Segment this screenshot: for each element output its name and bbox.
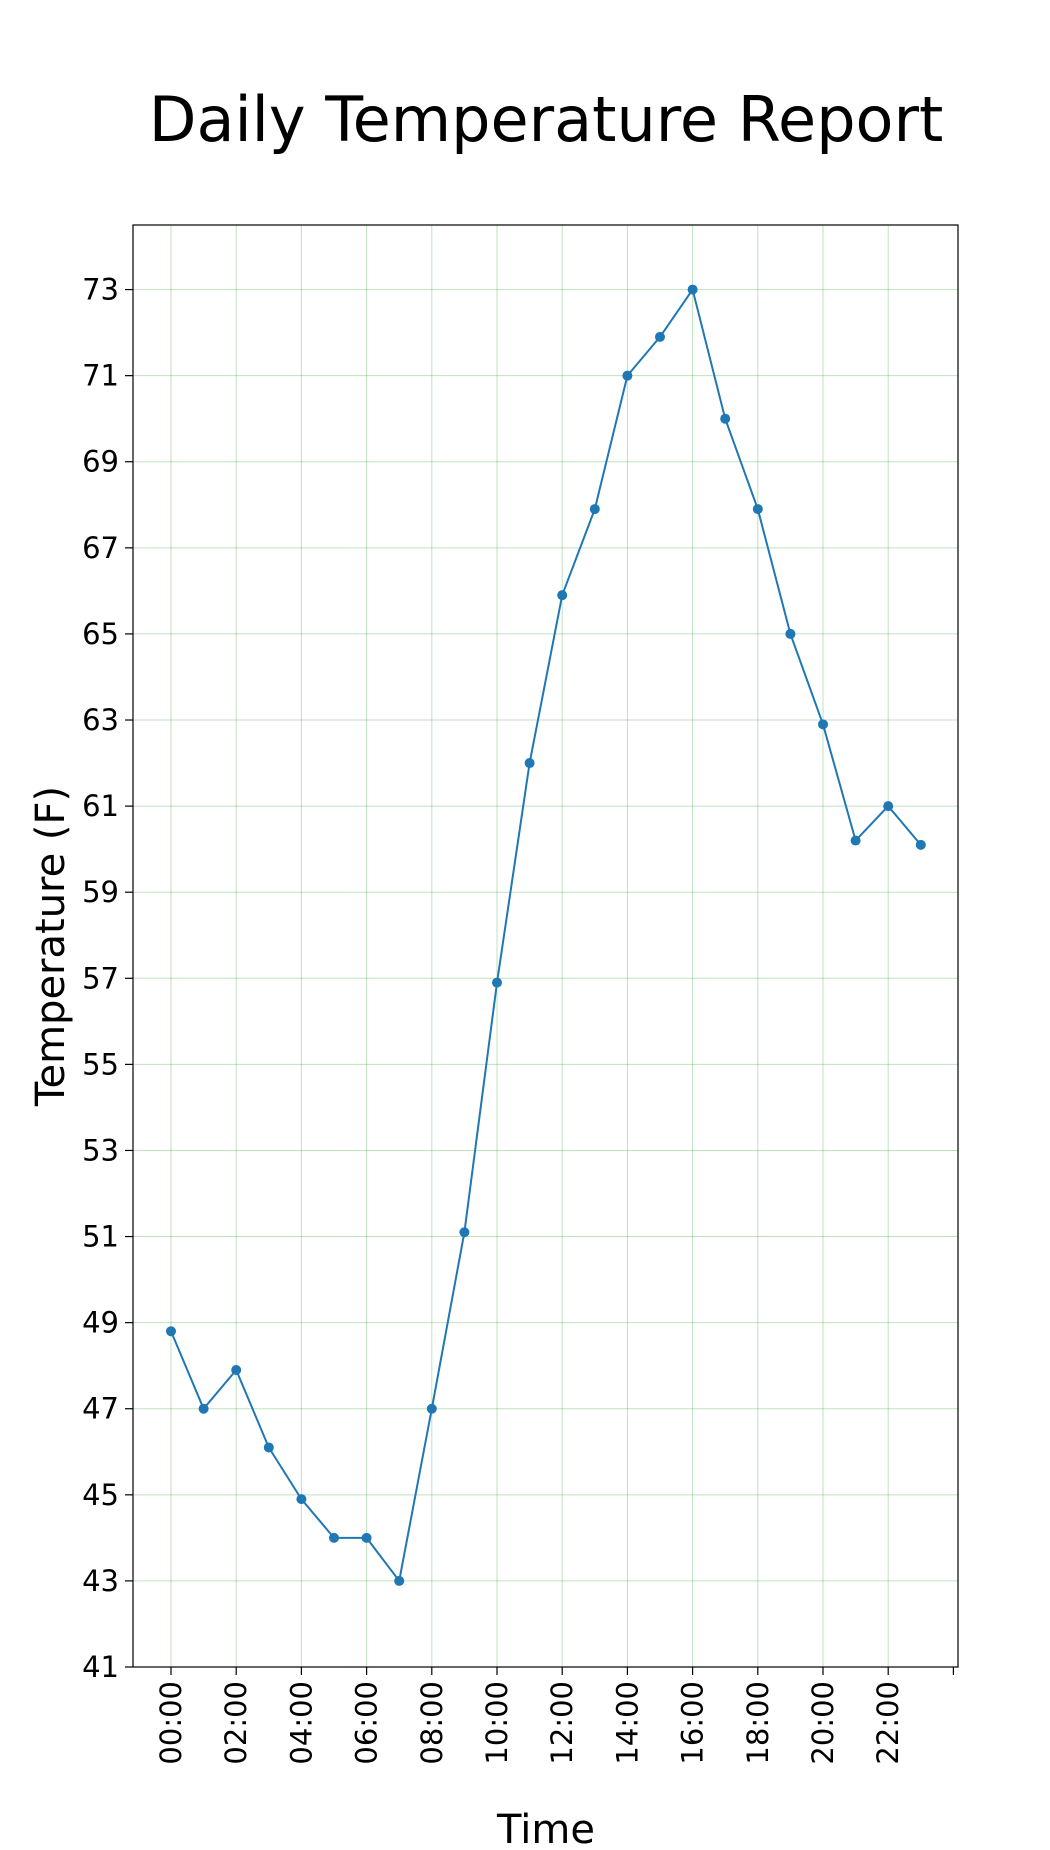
data-point	[426, 1403, 437, 1414]
y-tick-label: 53	[82, 1133, 119, 1167]
y-tick-label: 63	[82, 703, 119, 737]
data-point	[915, 839, 926, 850]
data-point	[329, 1532, 339, 1543]
y-tick-label: 55	[82, 1047, 119, 1081]
chart-title: Daily Temperature Report	[149, 83, 944, 156]
y-tick-label: 59	[82, 875, 119, 909]
data-point	[198, 1403, 209, 1414]
data-point	[296, 1494, 307, 1505]
data-point	[459, 1227, 470, 1238]
series-line-layer	[170, 288, 922, 1582]
data-point	[850, 835, 861, 846]
y-tick-label: 41	[82, 1650, 119, 1684]
x-axis-title: Time	[496, 1807, 595, 1850]
data-point	[394, 1575, 405, 1586]
y-tick-label: 65	[82, 617, 119, 651]
x-tick-label: 20:00	[806, 1681, 840, 1765]
data-points-layer	[166, 284, 926, 1586]
data-point	[818, 719, 828, 730]
data-point	[622, 370, 633, 381]
data-point	[589, 504, 600, 515]
temperature-series-line	[170, 288, 922, 1582]
y-tick-label: 51	[82, 1220, 119, 1254]
x-tick-label: 08:00	[415, 1681, 449, 1765]
y-tick-label: 47	[82, 1392, 119, 1426]
data-point	[557, 590, 568, 601]
y-tick-label: 45	[82, 1478, 119, 1512]
data-point	[752, 504, 763, 515]
data-point	[492, 977, 502, 988]
data-point	[524, 758, 535, 769]
x-tick-label: 14:00	[610, 1681, 644, 1765]
x-tick-label: 04:00	[284, 1681, 318, 1765]
y-tick-label: 69	[82, 445, 119, 479]
y-tick-label: 43	[82, 1564, 119, 1598]
y-tick-label: 57	[82, 961, 119, 995]
x-axis-ticks: 00:00 02:00 04:00 06:00 08:00 10:00 12:00 14:00…	[154, 1667, 955, 1765]
x-tick-label: 16:00	[676, 1681, 710, 1765]
data-point	[883, 801, 894, 812]
data-point	[785, 628, 796, 639]
x-tick-label: 22:00	[871, 1681, 905, 1765]
x-tick-label: 10:00	[480, 1681, 514, 1765]
y-tick-label: 73	[82, 273, 119, 307]
x-tick-label: 00:00	[154, 1681, 188, 1765]
x-tick-label: 02:00	[219, 1681, 253, 1765]
data-point	[263, 1442, 274, 1453]
grid-lines	[133, 225, 958, 1668]
x-tick-label: 18:00	[741, 1681, 775, 1765]
y-tick-label: 49	[82, 1306, 119, 1340]
x-tick-label: 12:00	[545, 1681, 579, 1765]
x-tick-label: 06:00	[350, 1681, 384, 1765]
y-tick-label: 71	[82, 359, 119, 393]
data-point	[687, 284, 698, 295]
y-axis-title: Temperature (F)	[28, 786, 74, 1107]
data-point	[720, 413, 731, 424]
plot-area-frame	[132, 224, 959, 1668]
y-axis-ticks: 41 43 45 47 49 51 53 55 57 59 61 63 65 67 69 71 73	[82, 273, 133, 1684]
data-point	[231, 1364, 242, 1375]
data-point	[361, 1532, 372, 1543]
data-point	[655, 331, 665, 342]
y-tick-label: 67	[82, 531, 119, 565]
y-tick-label: 61	[82, 789, 119, 823]
data-point	[166, 1326, 176, 1337]
